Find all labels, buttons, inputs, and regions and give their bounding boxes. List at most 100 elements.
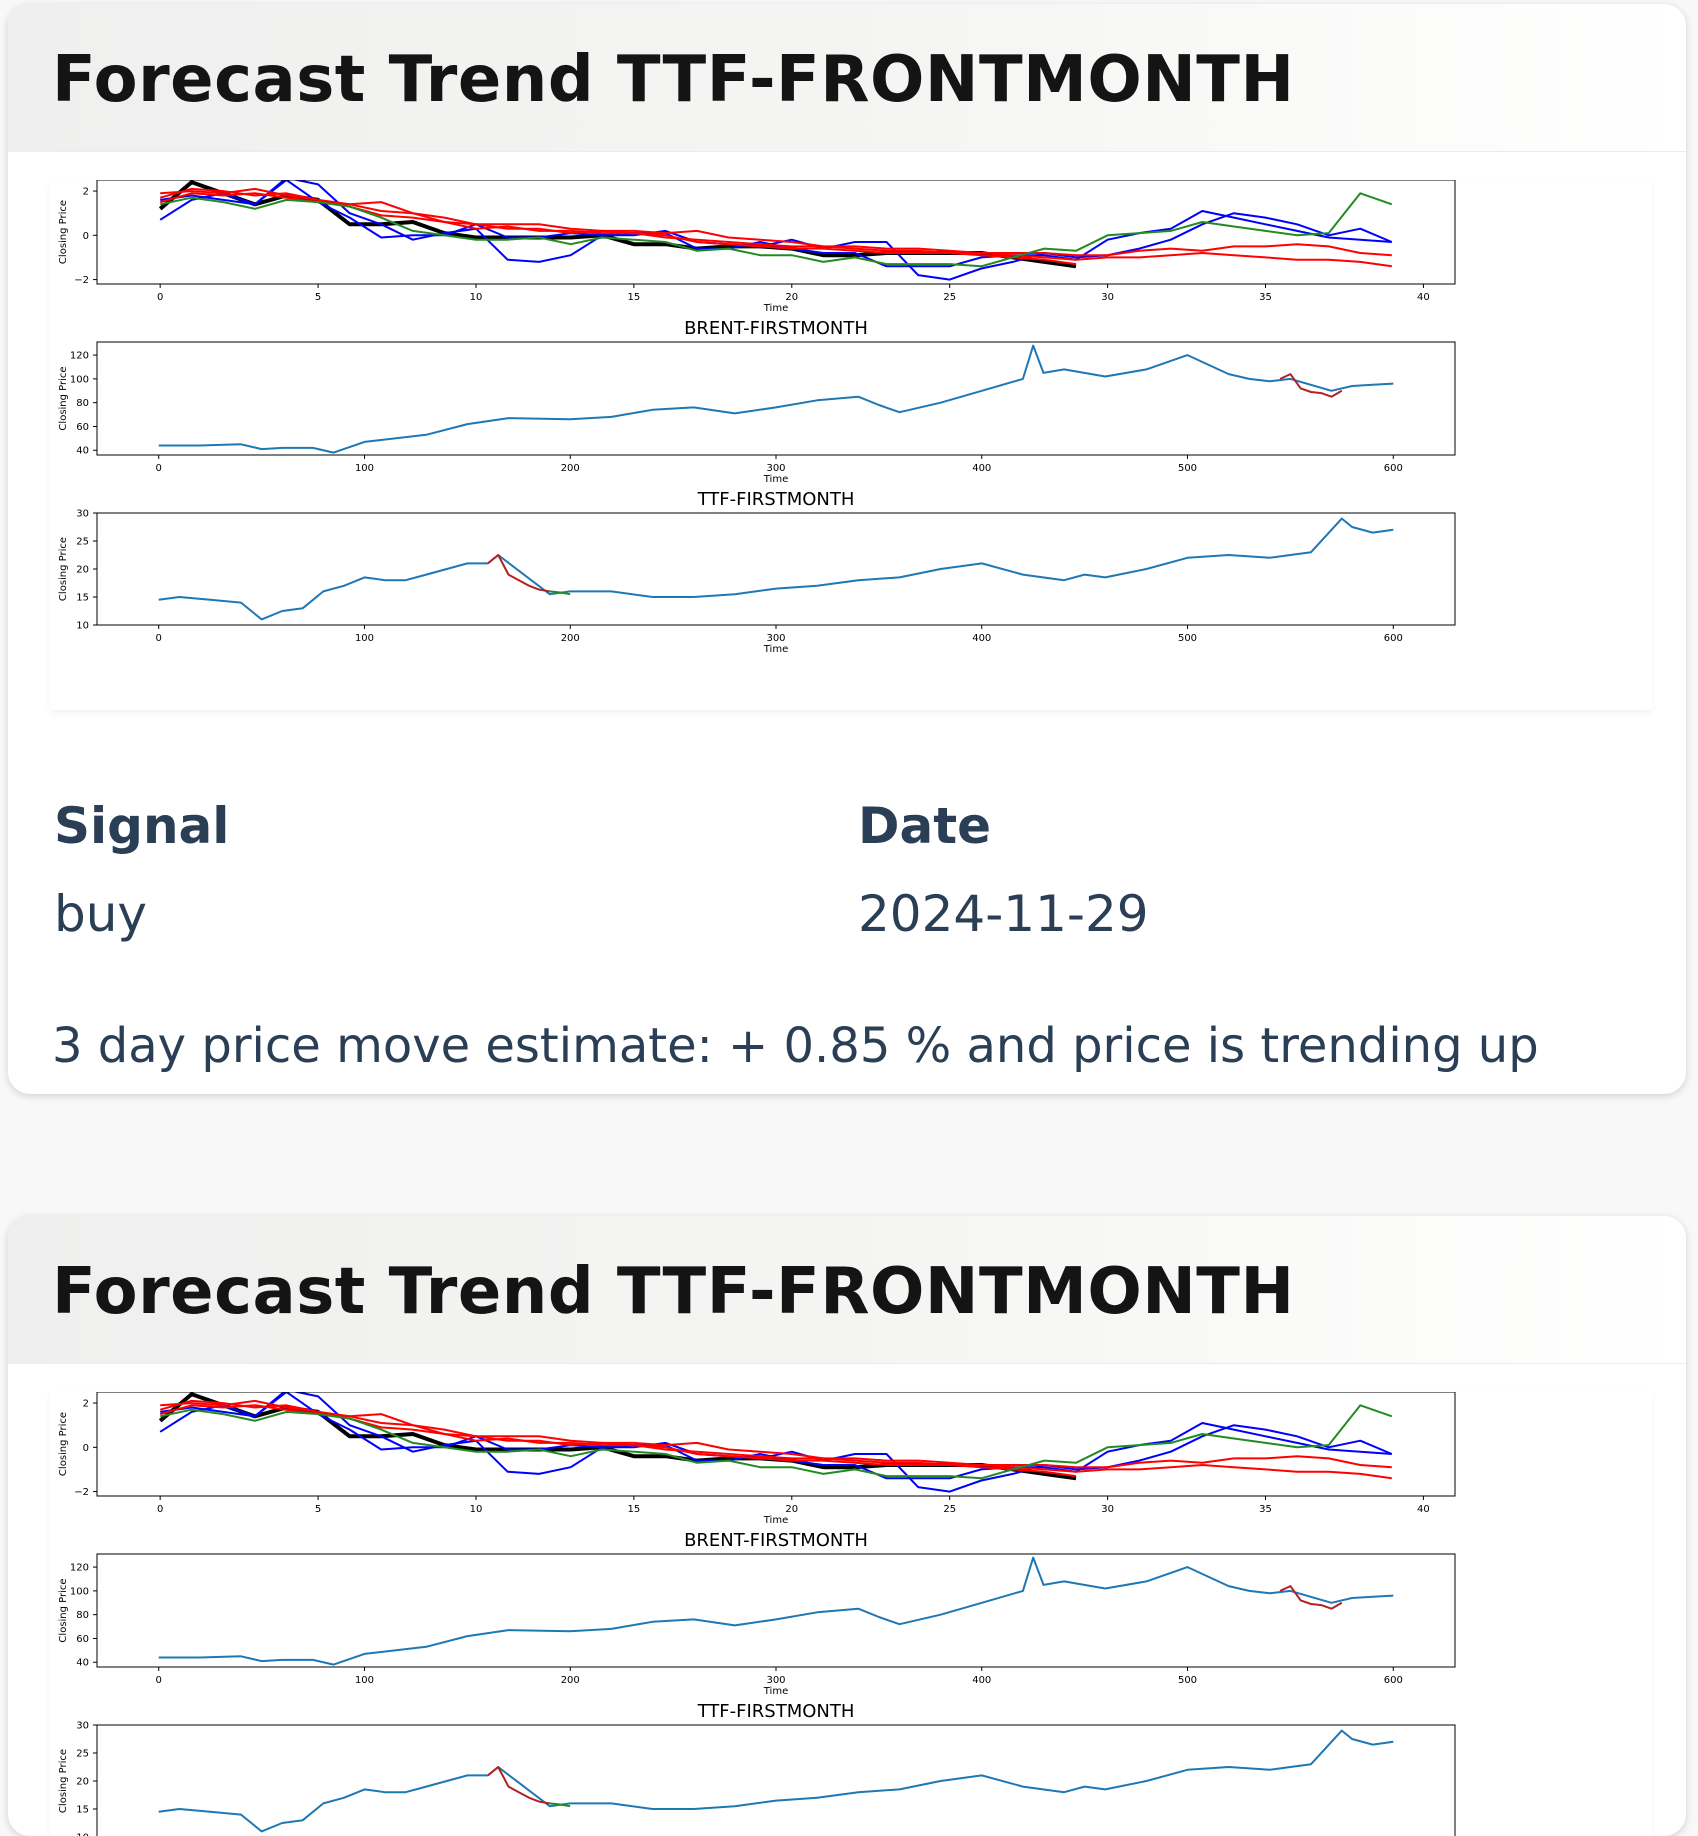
y-tick-label: 80 <box>76 398 89 409</box>
y-axis-label: Closing Price <box>58 537 69 601</box>
x-tick-label: 400 <box>972 1675 991 1686</box>
date-label: Date <box>858 794 1149 858</box>
x-tick-label: 0 <box>157 1504 163 1515</box>
series-line <box>159 1558 1394 1665</box>
series-line <box>159 1731 1394 1832</box>
x-tick-label: 10 <box>470 1504 483 1515</box>
card-title: Forecast Trend TTF-FRONTMONTH <box>8 4 1686 120</box>
x-tick-label: 30 <box>1101 292 1114 303</box>
x-tick-label: 600 <box>1384 633 1403 644</box>
x-tick-label: 40 <box>1417 1504 1430 1515</box>
y-tick-label: 15 <box>76 593 89 604</box>
x-tick-label: 30 <box>1101 1504 1114 1515</box>
card-header: Forecast Trend TTF-FRONTMONTH <box>8 1216 1686 1364</box>
card-header: Forecast Trend TTF-FRONTMONTH <box>8 4 1686 152</box>
signal-label: Signal <box>54 794 229 858</box>
x-tick-label: 25 <box>943 1504 956 1515</box>
series-line <box>159 519 1394 620</box>
plot-frame <box>97 1725 1455 1836</box>
y-axis-label: Closing Price <box>58 200 69 264</box>
y-tick-label: 40 <box>76 446 89 457</box>
y-tick-label: −2 <box>74 1487 89 1498</box>
x-tick-label: 100 <box>355 463 374 474</box>
x-tick-label: 35 <box>1259 1504 1272 1515</box>
x-tick-label: 200 <box>561 463 580 474</box>
x-tick-label: 500 <box>1178 463 1197 474</box>
y-tick-label: 120 <box>70 351 89 362</box>
x-tick-label: 300 <box>766 463 785 474</box>
x-tick-label: 0 <box>156 463 162 474</box>
y-tick-label: 30 <box>76 1721 89 1732</box>
x-axis-label: Time <box>763 644 788 655</box>
x-tick-label: 300 <box>766 1675 785 1686</box>
x-tick-label: 500 <box>1178 1675 1197 1686</box>
y-tick-label: 60 <box>76 422 89 433</box>
date-value: 2024-11-29 <box>858 882 1149 946</box>
x-tick-label: 400 <box>972 633 991 644</box>
x-tick-label: 5 <box>315 1504 321 1515</box>
series-line <box>160 1405 1076 1476</box>
y-axis-label: Closing Price <box>58 1578 69 1642</box>
signal-grid: Signal buy Date 2024-11-29 <box>54 794 1674 954</box>
x-tick-label: 0 <box>156 633 162 644</box>
x-tick-label: 15 <box>628 1504 641 1515</box>
x-tick-label: 100 <box>355 1675 374 1686</box>
x-axis-label: Time <box>763 1686 788 1697</box>
card-title: Forecast Trend TTF-FRONTMONTH <box>8 1216 1686 1332</box>
y-tick-label: 60 <box>76 1634 89 1645</box>
x-tick-label: 500 <box>1178 633 1197 644</box>
signal-cell: Signal buy <box>54 794 229 946</box>
chart-panel: BRENT-FIRSTMONTH 0 100 200 300 400 500 600 40 60 8… <box>58 318 1455 485</box>
series-line <box>160 1392 1392 1492</box>
y-tick-label: 2 <box>83 1399 89 1410</box>
plot-frame <box>97 342 1455 455</box>
plot-frame <box>97 1554 1455 1667</box>
x-tick-label: 200 <box>561 1675 580 1686</box>
chart-title: BRENT-FIRSTMONTH <box>684 318 868 339</box>
y-axis-label: Closing Price <box>58 1749 69 1813</box>
y-tick-label: 15 <box>76 1805 89 1816</box>
signal-value: buy <box>54 882 229 946</box>
x-tick-label: 10 <box>470 292 483 303</box>
y-tick-label: 0 <box>83 231 89 242</box>
series-line <box>159 346 1394 453</box>
y-tick-label: 100 <box>70 374 89 385</box>
x-tick-label: 400 <box>972 463 991 474</box>
x-axis-label: Time <box>763 474 788 485</box>
series-line <box>160 193 1076 264</box>
y-tick-label: 2 <box>83 187 89 198</box>
x-tick-label: 0 <box>157 292 163 303</box>
price-move-estimate: 3 day price move estimate: + 0.85 % and … <box>52 1016 1539 1076</box>
y-tick-label: 25 <box>76 537 89 548</box>
series-line <box>160 180 1392 280</box>
x-tick-label: 40 <box>1417 292 1430 303</box>
x-tick-label: 200 <box>561 633 580 644</box>
x-tick-label: 5 <box>315 292 321 303</box>
y-tick-label: 10 <box>76 1833 89 1836</box>
x-axis-label: Time <box>763 1515 788 1526</box>
x-tick-label: 15 <box>628 292 641 303</box>
x-axis-label: Time <box>763 303 788 314</box>
y-tick-label: 40 <box>76 1658 89 1669</box>
chart-panel: TTF-FIRSTMONTH01002003004005006001015202… <box>58 1701 1455 1836</box>
x-tick-label: 100 <box>355 633 374 644</box>
y-tick-label: 0 <box>83 1443 89 1454</box>
x-tick-label: 600 <box>1384 463 1403 474</box>
chart-title: TTF-FIRSTMONTH <box>697 489 855 510</box>
x-tick-label: 20 <box>785 1504 798 1515</box>
x-tick-label: 0 <box>156 1675 162 1686</box>
x-tick-label: 25 <box>943 292 956 303</box>
y-tick-label: 10 <box>76 621 89 632</box>
y-tick-label: 20 <box>76 565 89 576</box>
y-tick-label: 20 <box>76 1777 89 1788</box>
y-tick-label: 120 <box>70 1563 89 1574</box>
